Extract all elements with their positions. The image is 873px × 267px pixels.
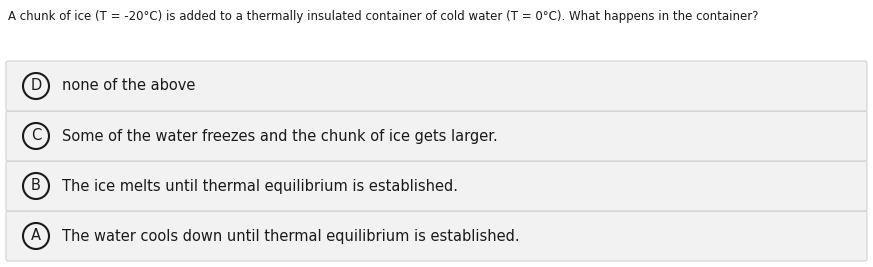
Text: The water cools down until thermal equilibrium is established.: The water cools down until thermal equil… xyxy=(62,229,519,244)
FancyBboxPatch shape xyxy=(6,111,867,161)
Text: none of the above: none of the above xyxy=(62,78,196,93)
Circle shape xyxy=(23,223,49,249)
Circle shape xyxy=(23,73,49,99)
Text: B: B xyxy=(31,179,41,194)
Circle shape xyxy=(23,173,49,199)
FancyBboxPatch shape xyxy=(6,211,867,261)
Text: A chunk of ice (T = -20°C) is added to a thermally insulated container of cold w: A chunk of ice (T = -20°C) is added to a… xyxy=(8,10,759,23)
Text: A: A xyxy=(31,229,41,244)
Text: Some of the water freezes and the chunk of ice gets larger.: Some of the water freezes and the chunk … xyxy=(62,128,498,143)
Circle shape xyxy=(23,123,49,149)
Text: D: D xyxy=(31,78,42,93)
FancyBboxPatch shape xyxy=(6,61,867,111)
FancyBboxPatch shape xyxy=(6,161,867,211)
Text: C: C xyxy=(31,128,41,143)
Text: The ice melts until thermal equilibrium is established.: The ice melts until thermal equilibrium … xyxy=(62,179,458,194)
